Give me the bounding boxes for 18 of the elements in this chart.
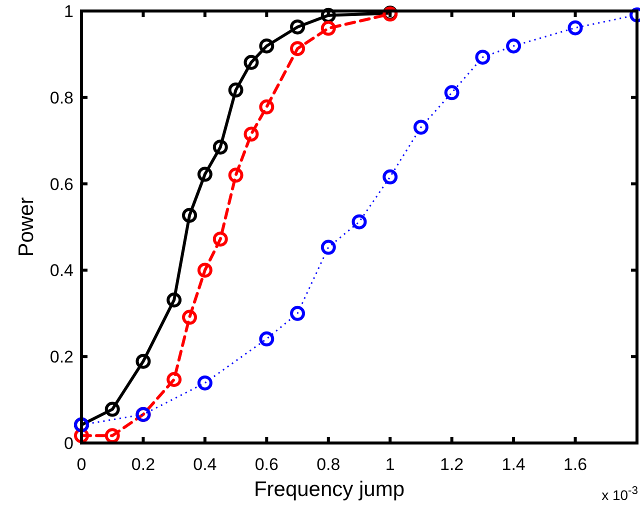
x-tick-label: 1.6 (563, 455, 588, 474)
y-tick-label: 0.6 (50, 174, 74, 194)
y-tick-label: 0.4 (50, 261, 74, 280)
x-tick-label: 0.2 (131, 455, 156, 474)
x-tick-label: 0 (76, 455, 86, 474)
x-tick-label: 1.2 (440, 455, 464, 474)
y-tick-label: 0 (64, 434, 74, 453)
y-axis-title: Power (15, 197, 38, 257)
y-tick-label: 1 (64, 2, 74, 21)
text: x 10$^{-3}$ (602, 485, 638, 503)
x-tick-label: 1.4 (502, 455, 526, 474)
y-tick-label: 0.2 (50, 348, 74, 367)
y-tick-label: 0.8 (50, 88, 74, 108)
x-axis-title: Frequency jump (254, 478, 405, 501)
x-tick-label: 0.4 (193, 455, 217, 474)
x-tick-label: 1 (385, 455, 395, 474)
x-tick-label: 0.6 (254, 455, 278, 474)
x-tick-label: 0.8 (316, 455, 340, 474)
